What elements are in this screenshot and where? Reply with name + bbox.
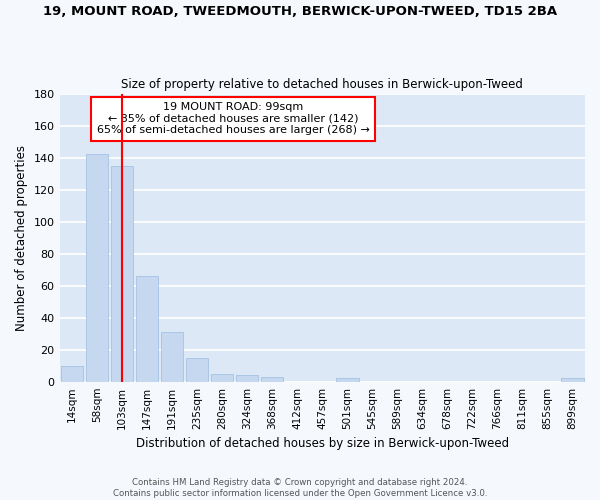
X-axis label: Distribution of detached houses by size in Berwick-upon-Tweed: Distribution of detached houses by size …: [136, 437, 509, 450]
Bar: [86, 154, 109, 382]
Bar: [561, 378, 584, 382]
Bar: [61, 366, 83, 382]
Y-axis label: Number of detached properties: Number of detached properties: [15, 144, 28, 330]
Text: 19 MOUNT ROAD: 99sqm
← 35% of detached houses are smaller (142)
65% of semi-deta: 19 MOUNT ROAD: 99sqm ← 35% of detached h…: [97, 102, 370, 136]
Bar: [136, 276, 158, 382]
Bar: [236, 376, 259, 382]
Bar: [261, 377, 283, 382]
Text: 19, MOUNT ROAD, TWEEDMOUTH, BERWICK-UPON-TWEED, TD15 2BA: 19, MOUNT ROAD, TWEEDMOUTH, BERWICK-UPON…: [43, 5, 557, 18]
Bar: [111, 166, 133, 382]
Text: Contains HM Land Registry data © Crown copyright and database right 2024.
Contai: Contains HM Land Registry data © Crown c…: [113, 478, 487, 498]
Bar: [186, 358, 208, 382]
Title: Size of property relative to detached houses in Berwick-upon-Tweed: Size of property relative to detached ho…: [121, 78, 523, 91]
Bar: [336, 378, 359, 382]
Bar: [211, 374, 233, 382]
Bar: [161, 332, 184, 382]
